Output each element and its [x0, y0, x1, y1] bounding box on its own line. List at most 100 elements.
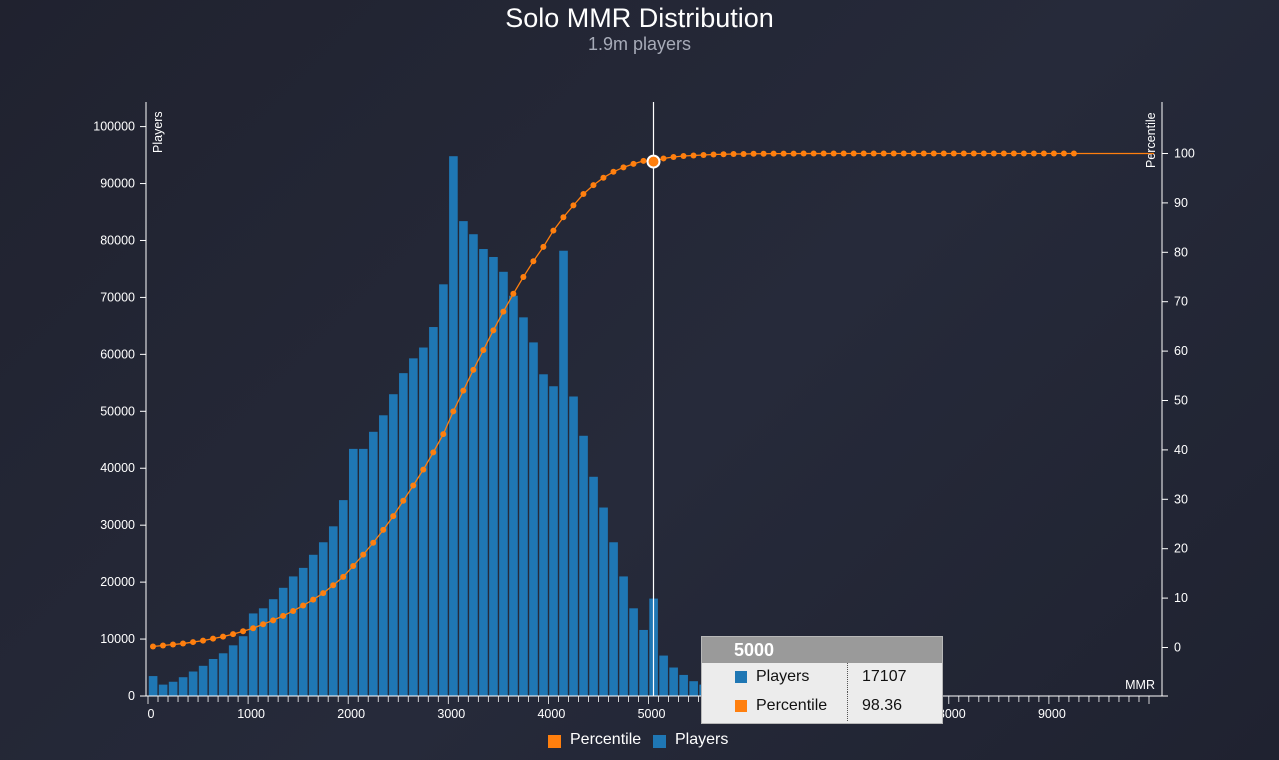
percentile-point[interactable]	[630, 160, 637, 167]
percentile-point[interactable]	[530, 258, 537, 265]
percentile-point[interactable]	[190, 639, 197, 646]
percentile-point[interactable]	[800, 150, 807, 157]
players-bar[interactable]	[409, 358, 418, 696]
players-bar[interactable]	[629, 608, 638, 696]
percentile-point[interactable]	[410, 482, 417, 489]
percentile-point[interactable]	[620, 164, 627, 171]
percentile-point[interactable]	[1060, 150, 1067, 157]
players-bar[interactable]	[529, 342, 538, 696]
percentile-point[interactable]	[440, 431, 447, 438]
percentile-point[interactable]	[270, 617, 277, 624]
players-bar[interactable]	[589, 476, 598, 696]
percentile-point[interactable]	[950, 150, 957, 157]
percentile-point[interactable]	[780, 150, 787, 157]
percentile-point[interactable]	[880, 150, 887, 157]
players-bar[interactable]	[669, 667, 678, 696]
percentile-point[interactable]	[550, 227, 557, 234]
percentile-point[interactable]	[680, 152, 687, 159]
players-bar[interactable]	[278, 587, 288, 696]
percentile-point[interactable]	[490, 327, 497, 334]
percentile-point[interactable]	[720, 151, 727, 158]
percentile-point[interactable]	[890, 150, 897, 157]
players-bar[interactable]	[238, 636, 248, 696]
percentile-point[interactable]	[560, 214, 567, 221]
percentile-point[interactable]	[610, 168, 617, 175]
players-bar[interactable]	[158, 684, 168, 696]
players-bar[interactable]	[268, 599, 278, 696]
players-bar[interactable]	[579, 435, 588, 696]
percentile-point[interactable]	[220, 633, 227, 640]
percentile-point[interactable]	[740, 150, 747, 157]
players-bar[interactable]	[469, 234, 478, 696]
percentile-point[interactable]	[1050, 150, 1057, 157]
players-bar[interactable]	[359, 448, 368, 696]
percentile-point[interactable]	[710, 151, 717, 158]
players-bar[interactable]	[168, 681, 178, 696]
percentile-point[interactable]	[580, 191, 587, 198]
percentile-point[interactable]	[920, 150, 927, 157]
players-bar[interactable]	[479, 249, 488, 696]
percentile-point[interactable]	[450, 408, 457, 415]
percentile-point[interactable]	[670, 153, 677, 160]
percentile-point[interactable]	[910, 150, 917, 157]
percentile-point[interactable]	[790, 150, 797, 157]
percentile-point[interactable]	[1030, 150, 1037, 157]
percentile-point[interactable]	[1000, 150, 1007, 157]
percentile-point[interactable]	[540, 243, 547, 250]
percentile-point[interactable]	[590, 182, 597, 189]
percentile-point[interactable]	[700, 151, 707, 158]
players-bar[interactable]	[148, 676, 158, 696]
players-bar[interactable]	[509, 295, 518, 696]
percentile-point[interactable]	[500, 308, 507, 315]
players-bar[interactable]	[288, 576, 298, 696]
percentile-point[interactable]	[370, 539, 377, 546]
percentile-point[interactable]	[820, 150, 827, 157]
players-bar[interactable]	[449, 156, 458, 696]
players-bar[interactable]	[328, 526, 338, 696]
percentile-point[interactable]	[990, 150, 997, 157]
percentile-point[interactable]	[300, 602, 307, 609]
players-bar[interactable]	[559, 250, 568, 697]
percentile-point[interactable]	[1010, 150, 1017, 157]
players-bar[interactable]	[459, 221, 468, 696]
percentile-point[interactable]	[330, 582, 337, 589]
players-bar[interactable]	[549, 386, 558, 696]
players-bar[interactable]	[499, 271, 508, 696]
percentile-point[interactable]	[340, 573, 347, 580]
percentile-point[interactable]	[1070, 150, 1077, 157]
percentile-point[interactable]	[170, 641, 177, 648]
percentile-point[interactable]	[180, 640, 187, 647]
percentile-point[interactable]	[970, 150, 977, 157]
percentile-point[interactable]	[640, 157, 647, 164]
players-bar[interactable]	[679, 674, 688, 696]
players-bar[interactable]	[228, 645, 238, 696]
players-bar[interactable]	[338, 500, 348, 696]
percentile-point[interactable]	[860, 150, 867, 157]
percentile-point[interactable]	[400, 497, 407, 504]
players-bar[interactable]	[639, 629, 648, 696]
players-bar[interactable]	[519, 317, 528, 696]
percentile-point[interactable]	[850, 150, 857, 157]
percentile-point[interactable]	[1020, 150, 1027, 157]
percentile-point[interactable]	[770, 150, 777, 157]
percentile-point[interactable]	[470, 366, 477, 373]
players-bar[interactable]	[599, 507, 608, 696]
players-bar[interactable]	[419, 347, 428, 696]
percentile-point[interactable]	[260, 621, 267, 628]
percentile-point[interactable]	[390, 513, 397, 520]
players-bar[interactable]	[349, 448, 358, 696]
players-bar[interactable]	[188, 671, 198, 696]
players-bar[interactable]	[208, 658, 218, 696]
players-bar[interactable]	[248, 613, 258, 696]
percentile-point[interactable]	[360, 551, 367, 558]
players-bar[interactable]	[619, 576, 628, 696]
percentile-point[interactable]	[570, 202, 577, 209]
percentile-point[interactable]	[510, 290, 517, 297]
players-bar[interactable]	[609, 542, 618, 696]
players-bar[interactable]	[569, 396, 578, 696]
players-bar[interactable]	[379, 415, 388, 696]
percentile-point[interactable]	[750, 150, 757, 157]
percentile-point[interactable]	[870, 150, 877, 157]
players-bar[interactable]	[429, 327, 438, 696]
